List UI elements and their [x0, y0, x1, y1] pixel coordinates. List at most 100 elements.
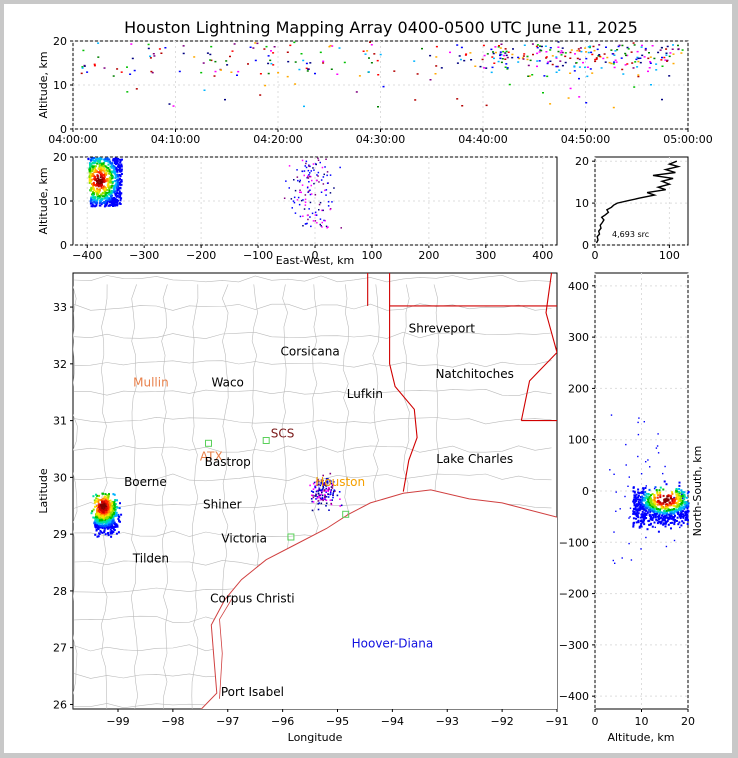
eastwest-source-point	[308, 181, 310, 183]
eastwest-source-point	[119, 194, 122, 196]
time-source-point	[429, 79, 432, 81]
eastwest-source-point	[117, 157, 119, 160]
northsouth-source-point	[680, 495, 683, 498]
map-source-point	[316, 489, 319, 492]
northsouth-source-point	[632, 523, 635, 526]
eastwest-source-point	[113, 197, 116, 200]
eastwest-source-point	[119, 199, 122, 202]
eastwest-source-point	[101, 162, 104, 165]
map-source-point	[109, 531, 112, 534]
map-source-point	[340, 504, 343, 507]
time-source-point	[578, 77, 580, 80]
time-source-point	[632, 67, 635, 69]
northsouth-source-point	[671, 521, 674, 524]
time-source-point	[367, 71, 370, 73]
northsouth-source-point	[664, 517, 667, 520]
eastwest-source-point	[312, 163, 315, 165]
eastwest-source-point	[109, 165, 112, 168]
time-source-point	[414, 99, 417, 101]
eastwest-source-point	[94, 167, 97, 170]
northsouth-source-point	[633, 512, 636, 515]
county-line	[74, 445, 552, 453]
eastwest-source-point	[302, 215, 304, 217]
northsouth-source-point	[662, 502, 665, 505]
eastwest-source-point	[108, 204, 111, 207]
texas-louisiana-border	[389, 273, 418, 492]
eastwest-source-point	[105, 199, 107, 202]
northsouth-source-point	[628, 476, 630, 478]
county-line	[74, 416, 552, 425]
time-source-point	[536, 65, 538, 68]
time-source-point	[531, 74, 534, 76]
time-source-point	[209, 59, 212, 61]
time-source-point	[435, 45, 438, 48]
time-source-point	[483, 67, 486, 69]
time-source-point	[561, 64, 564, 67]
northsouth-source-point	[643, 508, 645, 511]
map-source-point	[312, 501, 315, 503]
map-source-point	[101, 523, 104, 526]
eastwest-source-point	[306, 222, 308, 225]
time-source-point	[522, 55, 525, 57]
time-source-point	[112, 75, 115, 77]
northsouth-source-point	[625, 443, 627, 446]
time-source-point	[203, 89, 206, 91]
map-source-point	[107, 523, 110, 526]
eastwest-source-point	[323, 219, 325, 222]
map-source-point	[105, 505, 107, 508]
northsouth-source-point	[680, 508, 683, 511]
eastwest-tick-label: −300	[129, 249, 159, 262]
northsouth-source-point	[612, 559, 614, 562]
northsouth-source-point	[665, 514, 668, 517]
northsouth-source-point	[644, 494, 647, 497]
time-source-point	[556, 65, 559, 68]
time-source-point	[600, 67, 603, 69]
eastwest-source-point	[104, 159, 107, 162]
map-source-point	[321, 496, 324, 499]
northsouth-tick-label: −100	[559, 536, 589, 549]
map-source-point	[310, 490, 313, 492]
eastwest-tick-label: −400	[72, 249, 102, 262]
time-source-point	[150, 70, 153, 73]
northsouth-source-point	[637, 496, 639, 499]
eastwest-source-point	[118, 191, 121, 194]
eastwest-source-point	[304, 201, 307, 203]
eastwest-source-point	[299, 191, 301, 193]
map-source-point	[105, 511, 108, 514]
northsouth-source-point	[651, 517, 654, 520]
time-source-point	[649, 56, 652, 58]
northsouth-tick-label: 300	[568, 331, 589, 344]
map-source-point	[95, 518, 98, 521]
northsouth-source-point	[638, 498, 641, 501]
eastwest-source-point	[110, 166, 113, 169]
time-source-point	[373, 53, 376, 55]
eastwest-source-point	[105, 173, 107, 176]
map-source-point	[109, 518, 112, 521]
eastwest-source-point	[89, 164, 92, 167]
map-source-point	[104, 523, 106, 526]
time-source-point	[465, 53, 468, 55]
eastwest-source-point	[98, 204, 101, 207]
time-source-point	[200, 71, 203, 74]
northsouth-source-point	[680, 497, 683, 500]
time-source-point	[149, 55, 152, 57]
northsouth-source-point	[634, 508, 637, 511]
time-source-point	[625, 54, 627, 57]
eastwest-source-point	[93, 201, 96, 204]
time-source-point	[633, 86, 636, 88]
eastwest-source-point	[116, 173, 119, 176]
eastwest-source-point	[296, 176, 299, 178]
map-ylabel: Latitude	[37, 468, 50, 514]
northsouth-source-point	[650, 500, 652, 503]
northsouth-source-point	[633, 496, 636, 499]
northsouth-source-point	[680, 524, 683, 527]
map-source-point	[101, 521, 104, 524]
time-source-point	[504, 58, 507, 60]
time-source-point	[459, 58, 462, 61]
time-source-point	[681, 49, 684, 51]
time-source-point	[621, 44, 624, 47]
time-source-point	[259, 94, 262, 96]
northsouth-source-point	[642, 488, 645, 491]
map-source-point	[103, 510, 106, 513]
time-source-point	[256, 42, 259, 45]
